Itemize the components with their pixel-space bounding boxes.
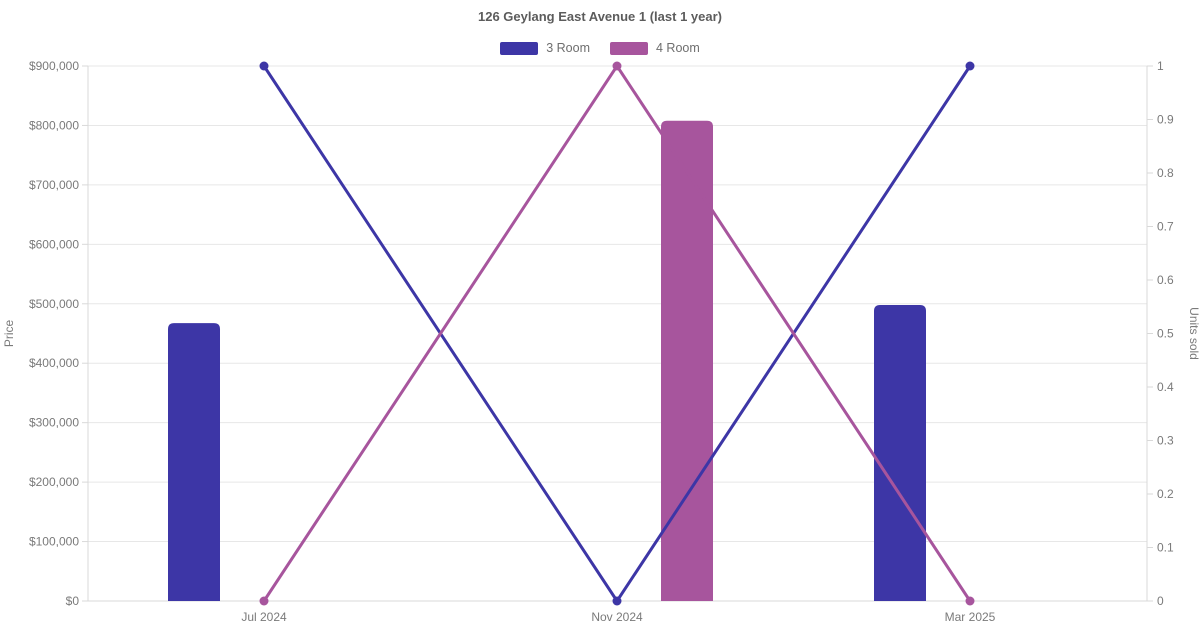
y-left-tick-label: $300,000 [29,416,79,430]
legend-item-3-room[interactable]: 3 Room [500,41,590,55]
x-tick-label: Mar 2025 [945,610,996,624]
chart-legend: 3 Room 4 Room [0,41,1200,55]
y-left-tick-label: $800,000 [29,118,79,132]
y-left-tick-label: $700,000 [29,178,79,192]
units-point-3-room-jul-2024[interactable] [259,61,269,71]
units-line-4-room [262,64,972,603]
y-right-tick-label: 0.2 [1157,487,1174,501]
units-point-3-room-mar-2025[interactable] [965,61,975,71]
y-left-tick-label: $600,000 [29,237,79,251]
y-left-tick-label: $400,000 [29,356,79,370]
y-right-tick-label: 0 [1157,594,1164,608]
y-left-tick-label: $100,000 [29,535,79,549]
units-point-4-room-jul-2024[interactable] [259,596,269,606]
legend-item-4-room[interactable]: 4 Room [610,41,700,55]
y-right-tick-label: 0.6 [1157,273,1174,287]
legend-swatch-4-room [610,41,648,55]
units-point-4-room-nov-2024[interactable] [612,61,622,71]
units-point-4-room-mar-2025[interactable] [965,596,975,606]
legend-swatch-3-room [500,41,539,55]
y-right-tick-label: 0.9 [1157,113,1174,127]
y-right-tick-label: 0.8 [1157,166,1174,180]
y-right-tick-label: 0.7 [1157,220,1174,234]
price-bar-3-room-jul-2024[interactable] [168,323,220,601]
y-left-axis-title: Price [2,320,16,348]
y-right-tick-label: 0.5 [1157,327,1174,341]
y-right-tick-label: 1 [1157,59,1164,73]
y-right-axis-title: Units sold [1187,307,1200,360]
legend-label-3-room: 3 Room [546,41,590,55]
y-right-tick-label: 0.4 [1157,380,1174,394]
y-left-tick-label: $500,000 [29,297,79,311]
x-tick-label: Jul 2024 [241,610,287,624]
y-left-tick-label: $200,000 [29,475,79,489]
x-tick-label: Nov 2024 [591,610,643,624]
y-left-tick-label: $0 [66,594,80,608]
y-right-tick-label: 0.1 [1157,541,1174,555]
y-right-tick-label: 0.3 [1157,434,1174,448]
price-bar-4-room-nov-2024[interactable] [661,120,713,601]
units-line-3-room [262,64,972,603]
legend-label-4-room: 4 Room [656,41,700,55]
chart-title: 126 Geylang East Avenue 1 (last 1 year) [478,9,722,24]
units-point-3-room-nov-2024[interactable] [612,596,622,606]
y-left-tick-label: $900,000 [29,59,79,73]
price-bar-3-room-mar-2025[interactable] [874,304,926,601]
